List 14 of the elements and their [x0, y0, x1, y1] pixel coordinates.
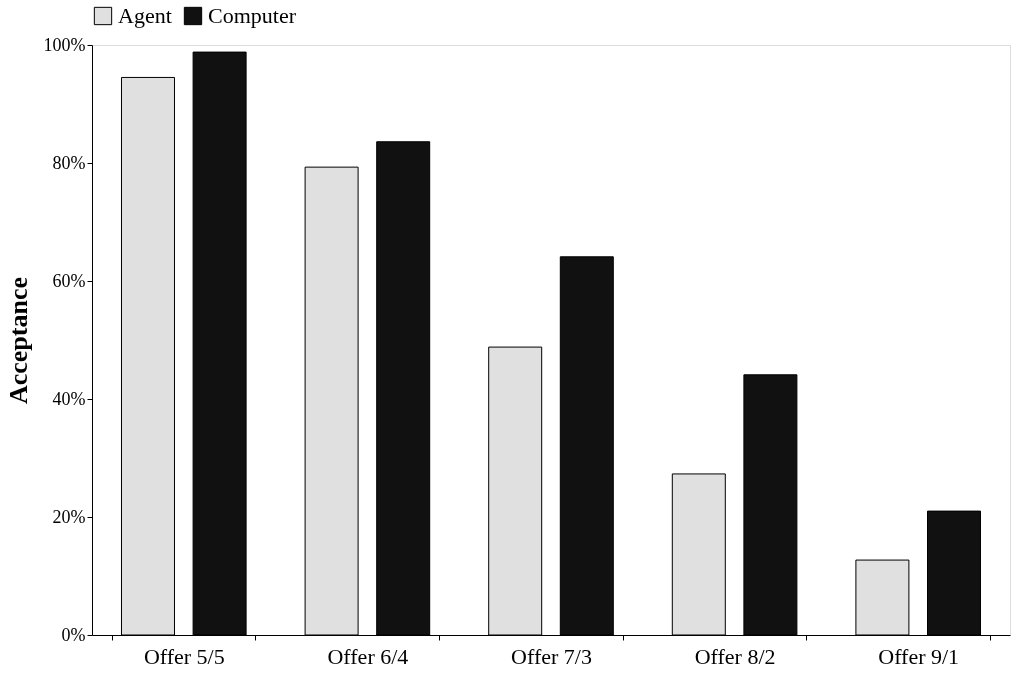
x-tick-label: Offer 8/2: [694, 643, 776, 669]
x-tick-label: Offer 6/4: [327, 643, 409, 669]
legend-label: Agent: [118, 3, 172, 28]
x-tick-label: Offer 5/5: [143, 643, 225, 669]
y-axis-title: Acceptance: [3, 276, 33, 405]
y-tick-label: 80%: [52, 152, 86, 173]
y-tick-label: 60%: [52, 270, 86, 291]
y-tick-label: 40%: [52, 388, 86, 409]
x-tick-label: Offer 7/3: [511, 643, 592, 669]
y-tick-label: 100%: [43, 34, 86, 55]
x-tick-label: Offer 9/1: [878, 643, 960, 669]
y-tick-label: 20%: [52, 506, 86, 527]
y-tick-label: 0%: [61, 624, 86, 645]
legend-label: Computer: [208, 3, 297, 28]
